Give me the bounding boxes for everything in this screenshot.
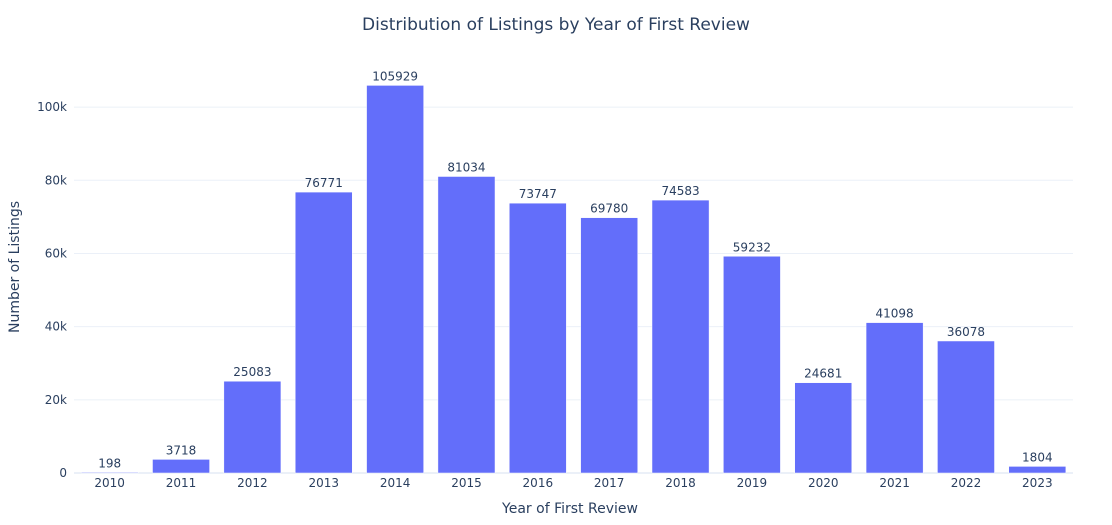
bar-2012[interactable] [223,380,282,474]
data-label-2015: 81034 [447,160,485,174]
bar-2013[interactable] [294,191,353,474]
data-label-2013: 76771 [305,176,343,190]
data-label-2010: 198 [98,456,121,470]
bar-2017[interactable] [580,217,638,474]
y-tick-label: 60k [45,246,67,260]
bar-2021[interactable] [865,322,924,474]
chart-title: Distribution of Listings by Year of Firs… [362,15,750,35]
bar-2019[interactable] [723,256,781,474]
x-axis-title: Year of First Review [501,501,638,517]
bar-2015[interactable] [437,176,496,474]
data-label-2023: 1804 [1022,450,1053,464]
data-label-2012: 25083 [233,365,271,379]
data-label-2018: 74583 [661,184,699,198]
y-tick-label: 100k [37,100,67,114]
x-tick-label: 2016 [523,476,554,490]
x-tick-label: 2010 [94,476,125,490]
x-tick-label: 2011 [166,476,197,490]
x-tick-label: 2015 [451,476,482,490]
data-label-2022: 36078 [947,325,985,339]
y-tick-label: 20k [45,393,67,407]
bar-2022[interactable] [937,340,995,474]
x-tick-label: 2014 [380,476,411,490]
data-labels: 198 3718 25083 76771 105929 81034 73747 69780 74… [98,69,1052,470]
bar-2020[interactable] [794,382,853,474]
x-tick-label: 2012 [237,476,268,490]
x-tick-label: 2023 [1022,476,1053,490]
x-tick-label: 2013 [308,476,339,490]
bar-2010[interactable] [80,472,139,474]
x-tick-label: 2021 [879,476,910,490]
bar-2016[interactable] [509,202,567,474]
data-label-2021: 41098 [876,307,914,321]
x-tick-label: 2019 [737,476,768,490]
data-label-2019: 59232 [733,240,771,254]
y-axis-ticks: 0 20k 40k 60k 80k 100k [37,100,67,480]
data-label-2014: 105929 [372,69,418,83]
data-label-2017: 69780 [590,202,628,216]
x-axis-ticks: 2010 2011 2012 2013 2014 2015 2016 2017 2018 2019… [94,476,1052,490]
x-tick-label: 2017 [594,476,625,490]
data-label-2016: 73747 [519,187,557,201]
bar-2018[interactable] [651,199,710,474]
bar-2014[interactable] [366,85,424,474]
bars [80,85,1067,474]
bar-2011[interactable] [152,459,210,474]
y-tick-label: 40k [45,320,67,334]
data-label-2020: 24681 [804,367,842,381]
x-tick-label: 2018 [665,476,696,490]
bar-2023[interactable] [1008,466,1067,474]
x-tick-label: 2022 [951,476,982,490]
data-label-2011: 3718 [166,443,197,457]
y-axis-title: Number of Listings [7,201,23,333]
y-tick-label: 0 [59,466,67,480]
y-tick-label: 80k [45,173,67,187]
x-tick-label: 2020 [808,476,839,490]
